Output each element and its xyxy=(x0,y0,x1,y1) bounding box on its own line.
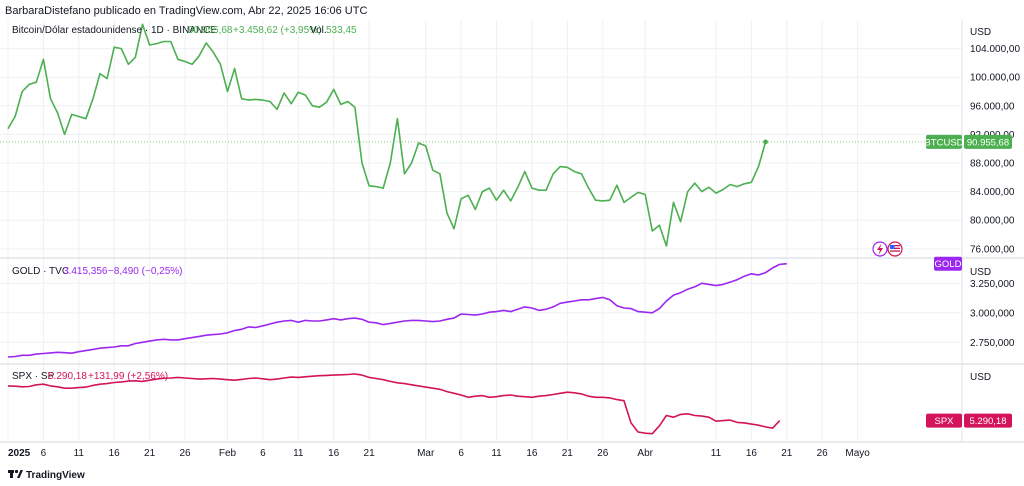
x-tick-label: Mayo xyxy=(845,448,870,459)
spx-last: 5.290,18 xyxy=(48,371,87,382)
series-layer xyxy=(0,23,962,435)
y-tick-label: 84.000,00 xyxy=(970,187,1015,198)
series-line-spx xyxy=(7,373,781,435)
spx-tag-value: 5.290,18 xyxy=(970,416,1007,427)
x-tick-label: 21 xyxy=(562,448,574,459)
x-tick-label: 16 xyxy=(328,448,340,459)
y-tick-label: 3.000,000 xyxy=(970,308,1015,319)
x-tick-label: 26 xyxy=(597,448,609,459)
spx-tag-value-bg xyxy=(964,413,1012,428)
spx-tag-symbol-bg xyxy=(926,413,962,428)
btc-last: 90.955,68 xyxy=(188,25,233,36)
publisher-line: BarbaraDistefano publicado en TradingVie… xyxy=(5,5,367,17)
gold-symbol: GOLD · TVC xyxy=(12,266,69,277)
btc-legend[interactable]: Bitcoin/Dólar estadounidense · 1D · BINA… xyxy=(12,25,357,36)
btc-change: +3.458,62 (+3,95%) xyxy=(233,25,321,36)
gold-legend[interactable]: GOLD · TVC 3.415,356 −8,490 (−0,25%) xyxy=(12,266,183,277)
gold-currency: USD xyxy=(970,267,991,278)
x-tick-label: 21 xyxy=(781,448,793,459)
x-tick-label: 16 xyxy=(746,448,758,459)
spx-tag-symbol: SPX xyxy=(934,416,954,427)
x-tick-label: 11 xyxy=(711,448,722,459)
x-tick-label: 11 xyxy=(74,448,85,459)
gold-change: −8,490 (−0,25%) xyxy=(108,266,183,277)
x-tick-label: 16 xyxy=(526,448,538,459)
btc-tag-value-bg xyxy=(964,134,1012,149)
x-tick-label: 6 xyxy=(41,448,47,459)
btc-volume: 533,45 xyxy=(326,25,357,36)
series-line-gold xyxy=(7,262,787,358)
x-tick-label: Abr xyxy=(637,448,653,459)
y-tick-label: 80.000,00 xyxy=(970,216,1015,227)
pane-dividers xyxy=(0,20,1024,443)
x-tick-label: 11 xyxy=(293,448,304,459)
spx-legend[interactable]: SPX · SP 5.290,18 +131,99 (+2,56%) xyxy=(12,371,168,382)
x-tick-label: 21 xyxy=(364,448,376,459)
x-tick-label: 6 xyxy=(260,448,266,459)
series-line-btc xyxy=(7,23,767,247)
y-tick-label: 2.750,000 xyxy=(970,338,1015,349)
btc-currency: USD xyxy=(970,27,991,38)
y-tick-label: 88.000,00 xyxy=(970,159,1015,170)
x-tick-label: 21 xyxy=(144,448,156,459)
grid-layer xyxy=(0,20,962,440)
lightning-icon[interactable] xyxy=(872,241,888,257)
y-tick-label: 104.000,00 xyxy=(970,44,1020,55)
gold-tag-symbol-bg xyxy=(934,256,962,271)
btc-symbol: Bitcoin/Dólar estadounidense · 1D · BINA… xyxy=(12,25,217,36)
y-tick-label: 96.000,00 xyxy=(970,101,1015,112)
x-tick-label: 26 xyxy=(817,448,829,459)
btc-tag-symbol: BTCUSD xyxy=(924,137,963,148)
footer-logo-text: TradingView xyxy=(26,470,85,481)
spx-currency: USD xyxy=(970,372,991,383)
x-tick-label: 16 xyxy=(109,448,121,459)
gold-last: 3.415,356 xyxy=(63,266,108,277)
gold-tag-symbol: GOLD xyxy=(935,259,962,270)
spx-change: +131,99 (+2,56%) xyxy=(88,371,168,382)
x-tick-label: 2025 xyxy=(8,448,31,459)
x-tick-label: Feb xyxy=(219,448,237,459)
x-tick-label: 6 xyxy=(458,448,464,459)
axis-layer: 2025 6 11 16 21 26 Feb 6 11 16 21 Mar 6 11 16 21 26 Abr 11… xyxy=(8,44,1020,459)
y-tick-label: 100.000,00 xyxy=(970,73,1020,84)
tradingview-logo-icon xyxy=(8,469,23,478)
us-flag-icon[interactable] xyxy=(887,241,903,257)
x-tick-label: 11 xyxy=(491,448,502,459)
x-tick-label: Mar xyxy=(417,448,435,459)
y-tick-label: 76.000,00 xyxy=(970,244,1015,255)
btc-volume-label: Vol. xyxy=(310,25,327,36)
y-tick-label: 3.250,000 xyxy=(970,279,1015,290)
x-tick-label: 26 xyxy=(179,448,191,459)
spx-symbol: SPX · SP xyxy=(12,371,55,382)
btc-tag-value: 90.955,68 xyxy=(967,137,1009,148)
btc-tag-symbol-bg xyxy=(926,134,962,149)
price-tags: BTCUSD 90.955,68 GOLD SPX 5.290,18 xyxy=(924,134,1012,428)
